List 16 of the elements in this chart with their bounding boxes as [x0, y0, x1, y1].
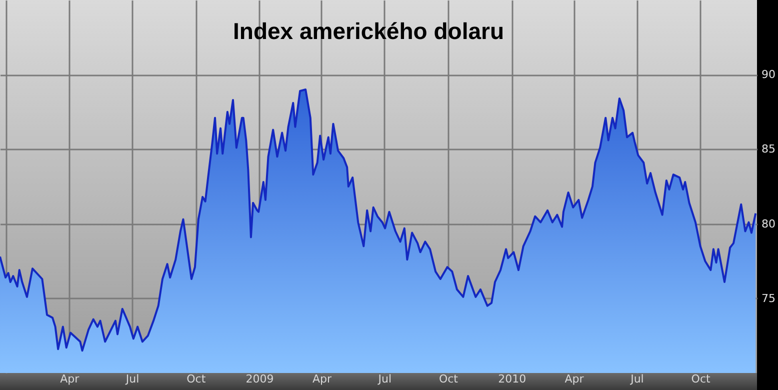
y-tick-label: 75	[762, 292, 776, 305]
x-tick-label: 2010	[498, 372, 526, 386]
x-tick-label: 2009	[246, 372, 274, 386]
x-tick-label: Oct	[691, 372, 711, 386]
y-tick-label: 90	[762, 68, 776, 82]
y-tick-label: 80	[762, 217, 776, 230]
x-tick-label: Apr	[60, 372, 80, 386]
x-tick-label: Apr	[312, 372, 332, 386]
y-tick-label: 85	[762, 142, 776, 156]
x-tick-label: Oct	[438, 372, 459, 386]
x-tick-label: Jul	[377, 372, 392, 386]
text: Index amerického dolaru	[233, 18, 504, 44]
x-tick-label: Jul	[630, 372, 644, 386]
x-tick-label: Apr	[564, 372, 584, 386]
x-tick-label: Jul	[124, 372, 140, 386]
x-tick-label: Oct	[186, 372, 206, 386]
